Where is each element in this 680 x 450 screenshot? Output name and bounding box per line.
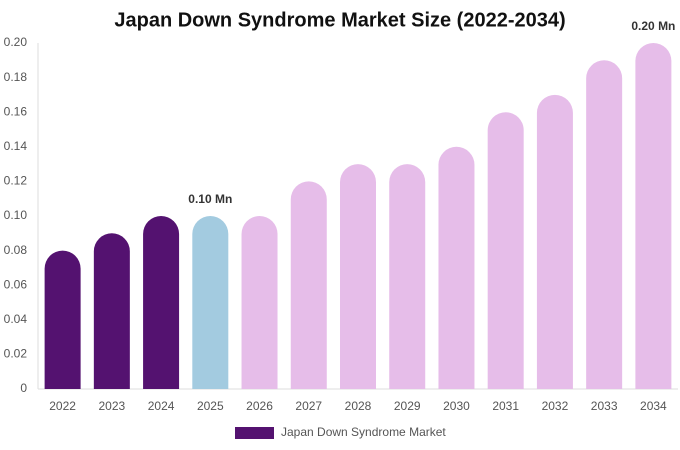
- bar: [290, 181, 327, 389]
- x-tick-label: 2034: [640, 399, 667, 413]
- x-tick-label: 2022: [49, 399, 76, 413]
- bar: [340, 164, 376, 389]
- x-tick-label: 2024: [148, 399, 175, 413]
- bar: [143, 216, 180, 389]
- y-tick-label: 0.14: [4, 139, 28, 153]
- y-tick-label: 0.10: [4, 208, 28, 222]
- bar: [536, 94, 573, 389]
- x-tick-label: 2027: [295, 399, 322, 413]
- bar: [487, 112, 524, 389]
- legend-swatch: [235, 427, 274, 439]
- legend-label: Japan Down Syndrome Market: [281, 425, 446, 439]
- x-tick-label: 2028: [345, 399, 372, 413]
- value-label: 0.10 Mn: [188, 192, 232, 206]
- y-tick-label: 0.20: [4, 35, 28, 49]
- y-tick-label: 0.18: [4, 70, 28, 84]
- bar: [586, 60, 623, 389]
- y-tick-label: 0.16: [4, 104, 28, 118]
- x-tick-label: 2033: [591, 399, 618, 413]
- y-tick-label: 0.02: [4, 347, 28, 361]
- y-tick-label: 0.08: [4, 243, 28, 257]
- y-tick-label: 0.04: [4, 312, 28, 326]
- x-tick-label: 2030: [443, 399, 470, 413]
- bar: [635, 43, 672, 389]
- x-tick-label: 2023: [98, 399, 125, 413]
- bar: [241, 216, 278, 389]
- y-tick-label: 0.06: [4, 277, 28, 291]
- x-tick-label: 2026: [246, 399, 273, 413]
- y-tick-label: 0.12: [4, 174, 28, 188]
- y-tick-label: 0: [20, 381, 27, 395]
- bar: [438, 146, 475, 389]
- bar: [44, 250, 81, 389]
- x-tick-label: 2032: [542, 399, 569, 413]
- x-tick-label: 2031: [492, 399, 519, 413]
- x-tick-label: 2029: [394, 399, 421, 413]
- bar: [192, 216, 229, 389]
- bar: [389, 164, 426, 389]
- x-tick-label: 2025: [197, 399, 224, 413]
- value-label: 0.20 Mn: [631, 19, 675, 33]
- chart-title: Japan Down Syndrome Market Size (2022-20…: [114, 9, 565, 31]
- bar: [93, 233, 130, 389]
